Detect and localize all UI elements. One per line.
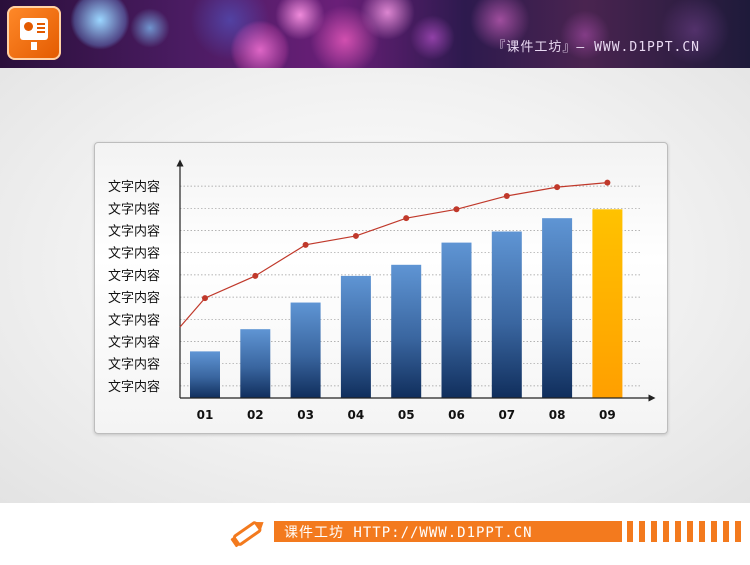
x-tick-label: 05 bbox=[398, 408, 415, 422]
y-tick-label: 文字内容 bbox=[108, 379, 160, 395]
trend-point bbox=[252, 272, 259, 279]
y-tick-label: 文字内容 bbox=[108, 224, 160, 240]
trend-point bbox=[403, 215, 410, 222]
x-tick-label: 08 bbox=[549, 408, 566, 422]
trend-point bbox=[202, 295, 208, 302]
header-banner: 『课件工坊』— WWW.D1PPT.CN bbox=[0, 0, 750, 68]
trend-point bbox=[352, 232, 359, 239]
y-tick-label: 文字内容 bbox=[108, 357, 160, 373]
chart-panel bbox=[94, 142, 668, 434]
bar bbox=[441, 242, 472, 398]
y-tick-label: 文字内容 bbox=[108, 179, 160, 195]
y-tick-label: 文字内容 bbox=[108, 312, 160, 328]
y-tick-label: 文字内容 bbox=[108, 246, 160, 262]
trend-point bbox=[554, 184, 561, 191]
x-tick-label: 03 bbox=[297, 408, 314, 422]
footer-stripes bbox=[627, 521, 741, 542]
footer-site-text: 课件工坊 HTTP://WWW.D1PPT.CN bbox=[284, 525, 533, 541]
bar bbox=[240, 329, 271, 398]
x-tick-label: 04 bbox=[348, 408, 365, 422]
y-tick-label: 文字内容 bbox=[108, 335, 160, 351]
presentation-board-icon bbox=[7, 6, 61, 60]
bar bbox=[290, 302, 321, 398]
x-tick-label: 01 bbox=[197, 408, 214, 422]
pencil-icon bbox=[230, 521, 264, 548]
bar bbox=[391, 264, 422, 398]
x-tick-label: 02 bbox=[247, 408, 264, 422]
y-tick-label: 文字内容 bbox=[108, 201, 160, 217]
header-site-text: 『课件工坊』— WWW.D1PPT.CN bbox=[492, 40, 700, 55]
bar bbox=[340, 275, 371, 398]
x-tick-label: 06 bbox=[448, 408, 465, 422]
x-tick-label: 09 bbox=[599, 408, 616, 422]
trend-point bbox=[453, 206, 460, 213]
bar bbox=[592, 209, 623, 398]
x-tick-label: 07 bbox=[498, 408, 515, 422]
bar bbox=[491, 231, 522, 398]
bar bbox=[190, 351, 220, 398]
y-tick-label: 文字内容 bbox=[108, 268, 160, 284]
bar bbox=[542, 218, 573, 398]
trend-point bbox=[302, 241, 309, 248]
trend-line bbox=[179, 182, 608, 328]
footer-bar bbox=[274, 521, 622, 542]
y-tick-label: 文字内容 bbox=[108, 290, 160, 306]
trend-point bbox=[604, 179, 611, 186]
trend-point bbox=[503, 192, 510, 199]
